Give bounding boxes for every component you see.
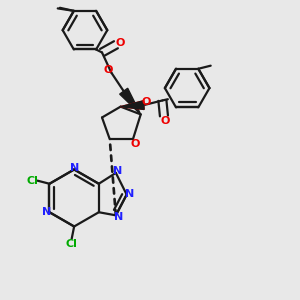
- Text: N: N: [42, 207, 52, 217]
- Text: O: O: [103, 65, 113, 75]
- Polygon shape: [121, 101, 144, 110]
- Text: O: O: [161, 116, 170, 126]
- Text: Cl: Cl: [26, 176, 38, 186]
- Text: O: O: [131, 139, 140, 149]
- Text: O: O: [115, 38, 125, 48]
- Polygon shape: [120, 88, 141, 114]
- Polygon shape: [121, 101, 144, 110]
- Text: Cl: Cl: [66, 238, 78, 248]
- Text: N: N: [114, 212, 124, 222]
- Text: N: N: [113, 166, 123, 176]
- Text: N: N: [70, 163, 79, 172]
- Text: N: N: [125, 189, 134, 199]
- Text: O: O: [142, 97, 151, 107]
